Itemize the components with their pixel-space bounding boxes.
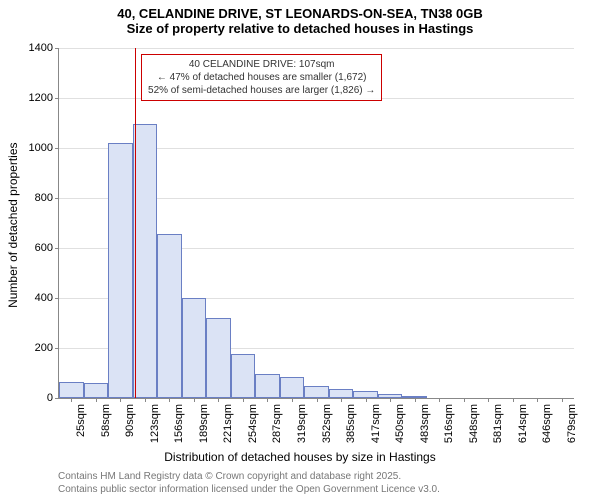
histogram-bar — [329, 389, 354, 399]
xtick-mark — [71, 398, 72, 402]
xtick-label: 483sqm — [419, 404, 431, 443]
ytick-label: 1200 — [29, 92, 53, 104]
xtick-mark — [96, 398, 97, 402]
y-axis-label: Number of detached properties — [6, 142, 20, 307]
xtick-mark — [243, 398, 244, 402]
histogram-bar — [206, 318, 231, 398]
xtick-label: 679sqm — [566, 404, 578, 443]
ytick-label: 200 — [35, 342, 53, 354]
xtick-label: 189sqm — [198, 404, 210, 443]
ytick-mark — [55, 148, 59, 149]
xtick-mark — [218, 398, 219, 402]
histogram-bar — [353, 391, 378, 398]
annotation-line3: 52% of semi-detached houses are larger (… — [148, 84, 375, 97]
xtick-mark — [292, 398, 293, 402]
histogram-bar — [304, 386, 329, 398]
annotation-line2: ← 47% of detached houses are smaller (1,… — [148, 71, 375, 84]
xtick-label: 548sqm — [468, 404, 480, 443]
xtick-mark — [317, 398, 318, 402]
gridline — [59, 48, 574, 49]
reference-line — [135, 48, 136, 398]
xtick-mark — [513, 398, 514, 402]
xtick-label: 516sqm — [443, 404, 455, 443]
footer: Contains HM Land Registry data © Crown c… — [58, 470, 440, 496]
xtick-label: 385sqm — [345, 404, 357, 443]
ytick-label: 600 — [35, 242, 53, 254]
xtick-label: 90sqm — [124, 404, 136, 437]
ytick-label: 0 — [47, 392, 53, 404]
xtick-mark — [464, 398, 465, 402]
ytick-mark — [55, 48, 59, 49]
footer-line2: Contains public sector information licen… — [58, 483, 440, 496]
histogram-bar — [157, 234, 182, 398]
annotation-line1: 40 CELANDINE DRIVE: 107sqm — [148, 58, 375, 71]
xtick-label: 450sqm — [394, 404, 406, 443]
annotation-box: 40 CELANDINE DRIVE: 107sqm ← 47% of deta… — [141, 54, 382, 101]
xtick-label: 417sqm — [370, 404, 382, 443]
xtick-mark — [415, 398, 416, 402]
x-axis-label: Distribution of detached houses by size … — [0, 450, 600, 464]
ytick-mark — [55, 198, 59, 199]
ytick-label: 1000 — [29, 142, 53, 154]
plot-area: 020040060080010001200140025sqm58sqm90sqm… — [58, 48, 574, 399]
ytick-mark — [55, 298, 59, 299]
title-line1: 40, CELANDINE DRIVE, ST LEONARDS-ON-SEA,… — [0, 6, 600, 21]
ytick-label: 400 — [35, 292, 53, 304]
chart-container: 40, CELANDINE DRIVE, ST LEONARDS-ON-SEA,… — [0, 0, 600, 500]
histogram-bar — [108, 143, 133, 398]
xtick-mark — [366, 398, 367, 402]
xtick-label: 581sqm — [492, 404, 504, 443]
xtick-mark — [341, 398, 342, 402]
histogram-bar — [84, 383, 109, 398]
ytick-mark — [55, 98, 59, 99]
ytick-mark — [55, 248, 59, 249]
xtick-mark — [194, 398, 195, 402]
xtick-mark — [562, 398, 563, 402]
xtick-mark — [145, 398, 146, 402]
xtick-mark — [169, 398, 170, 402]
xtick-mark — [390, 398, 391, 402]
xtick-mark — [488, 398, 489, 402]
histogram-bar — [280, 377, 305, 398]
xtick-label: 58sqm — [100, 404, 112, 437]
histogram-bar — [255, 374, 280, 398]
histogram-bar — [182, 298, 207, 398]
xtick-mark — [267, 398, 268, 402]
xtick-label: 646sqm — [541, 404, 553, 443]
xtick-label: 25sqm — [75, 404, 87, 437]
xtick-mark — [439, 398, 440, 402]
xtick-mark — [537, 398, 538, 402]
histogram-bar — [59, 382, 84, 398]
xtick-mark — [120, 398, 121, 402]
xtick-label: 254sqm — [247, 404, 259, 443]
xtick-label: 614sqm — [517, 404, 529, 443]
title-block: 40, CELANDINE DRIVE, ST LEONARDS-ON-SEA,… — [0, 0, 600, 36]
histogram-bar — [133, 124, 158, 398]
xtick-label: 352sqm — [321, 404, 333, 443]
xtick-label: 319sqm — [296, 404, 308, 443]
ytick-label: 800 — [35, 192, 53, 204]
title-line2: Size of property relative to detached ho… — [0, 21, 600, 36]
xtick-label: 287sqm — [271, 404, 283, 443]
ytick-label: 1400 — [29, 42, 53, 54]
histogram-bar — [231, 354, 256, 399]
ytick-mark — [55, 398, 59, 399]
footer-line1: Contains HM Land Registry data © Crown c… — [58, 470, 440, 483]
xtick-label: 123sqm — [149, 404, 161, 443]
xtick-label: 221sqm — [222, 404, 234, 443]
xtick-label: 156sqm — [173, 404, 185, 443]
ytick-mark — [55, 348, 59, 349]
